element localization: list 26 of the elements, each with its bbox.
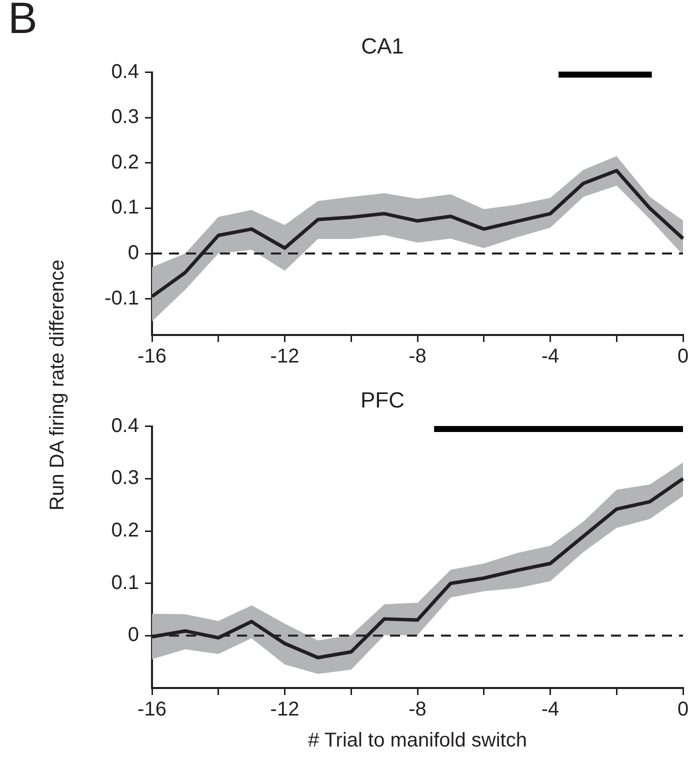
y-tick-label: 0.4 bbox=[111, 414, 139, 437]
y-tick-label: 0.1 bbox=[111, 572, 139, 594]
y-tick-label: 0.1 bbox=[111, 196, 139, 219]
y-tick-label: 0 bbox=[128, 624, 139, 646]
x-tick-label: -8 bbox=[408, 346, 426, 368]
y-tick-label: 0.2 bbox=[111, 520, 139, 542]
x-axis-title: # Trial to manifold switch bbox=[308, 730, 527, 752]
y-axis-title: Run DA firing rate difference bbox=[46, 260, 70, 510]
x-tick-label: -12 bbox=[270, 698, 300, 721]
y-tick-label: 0.2 bbox=[111, 151, 139, 174]
x-tick-label: -16 bbox=[138, 346, 166, 368]
y-tick-label: 0.4 bbox=[111, 60, 139, 83]
x-tick-label: 0 bbox=[677, 346, 689, 368]
y-tick-label: 0.3 bbox=[111, 106, 139, 128]
y-tick-label: 0 bbox=[128, 242, 139, 264]
y-tick-label: -0.1 bbox=[104, 287, 139, 310]
x-tick-label: 0 bbox=[677, 698, 689, 721]
x-tick-label: -12 bbox=[270, 346, 300, 368]
x-tick-label: -8 bbox=[408, 698, 426, 721]
x-tick-label: -16 bbox=[138, 698, 166, 721]
x-tick-label: -4 bbox=[541, 698, 560, 721]
chart-title: PFC bbox=[360, 387, 405, 412]
y-tick-label: 0.3 bbox=[111, 467, 139, 490]
x-tick-label: -4 bbox=[541, 346, 560, 368]
chart-title: CA1 bbox=[361, 33, 404, 58]
text: B bbox=[8, 0, 38, 44]
